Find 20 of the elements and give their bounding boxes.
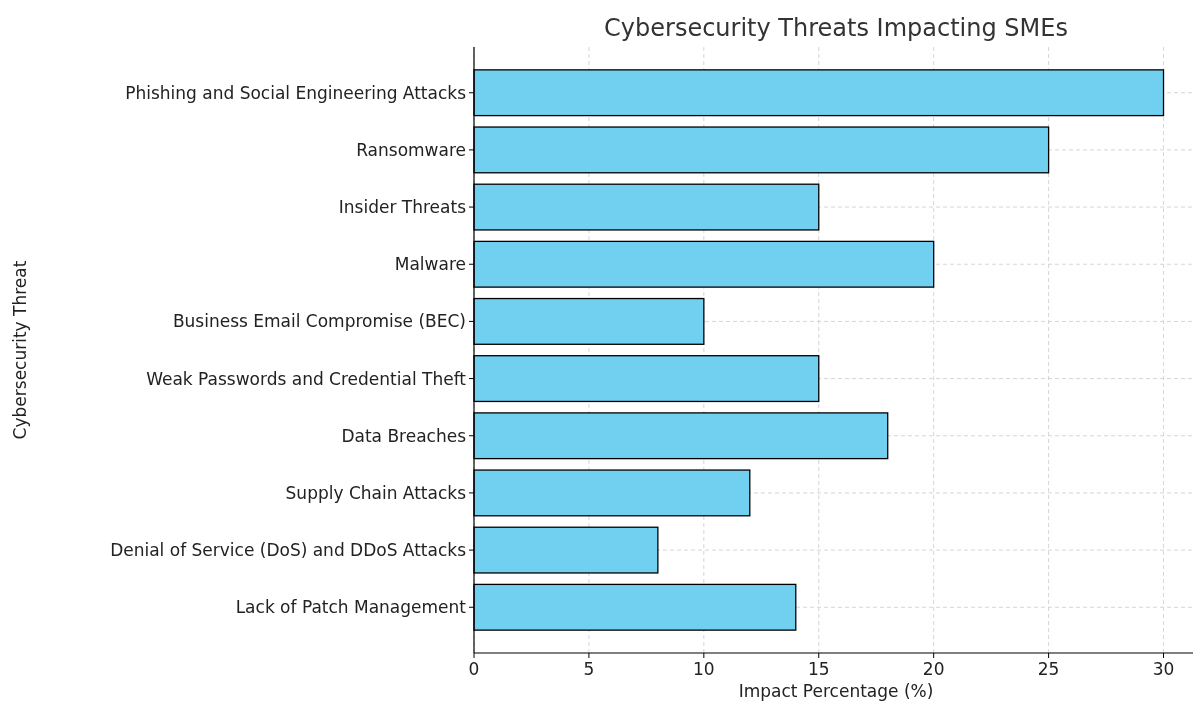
y-tick-label: Phishing and Social Engineering Attacks: [125, 82, 467, 103]
y-axis-title: Cybersecurity Threat: [10, 260, 30, 440]
chart-title: Cybersecurity Threats Impacting SMEs: [604, 14, 1068, 42]
y-tick-label: Insider Threats: [338, 197, 467, 218]
x-tick-label: 30: [1152, 659, 1175, 679]
x-tick-label: 10: [693, 659, 715, 679]
y-tick-label: Denial of Service (DoS) and DDoS Attacks: [110, 540, 467, 561]
y-tick-label: Ransomware: [356, 139, 466, 160]
y-tick-label: Business Email Compromise (BEC): [172, 311, 466, 332]
x-tick-label: 5: [583, 659, 595, 679]
y-tick-label: Data Breaches: [341, 425, 467, 446]
x-tick-label: 15: [807, 659, 830, 679]
y-tick-label: Supply Chain Attacks: [285, 482, 467, 503]
y-tick-label: Malware: [394, 254, 466, 275]
x-tick-label: 20: [922, 659, 945, 679]
y-tick-label: Weak Passwords and Credential Theft: [146, 368, 467, 389]
y-tick-label: Lack of Patch Management: [235, 597, 467, 618]
x-tick-label: 25: [1037, 659, 1060, 679]
x-tick-label: 0: [468, 659, 480, 679]
x-axis-title: Impact Percentage (%): [738, 681, 934, 701]
